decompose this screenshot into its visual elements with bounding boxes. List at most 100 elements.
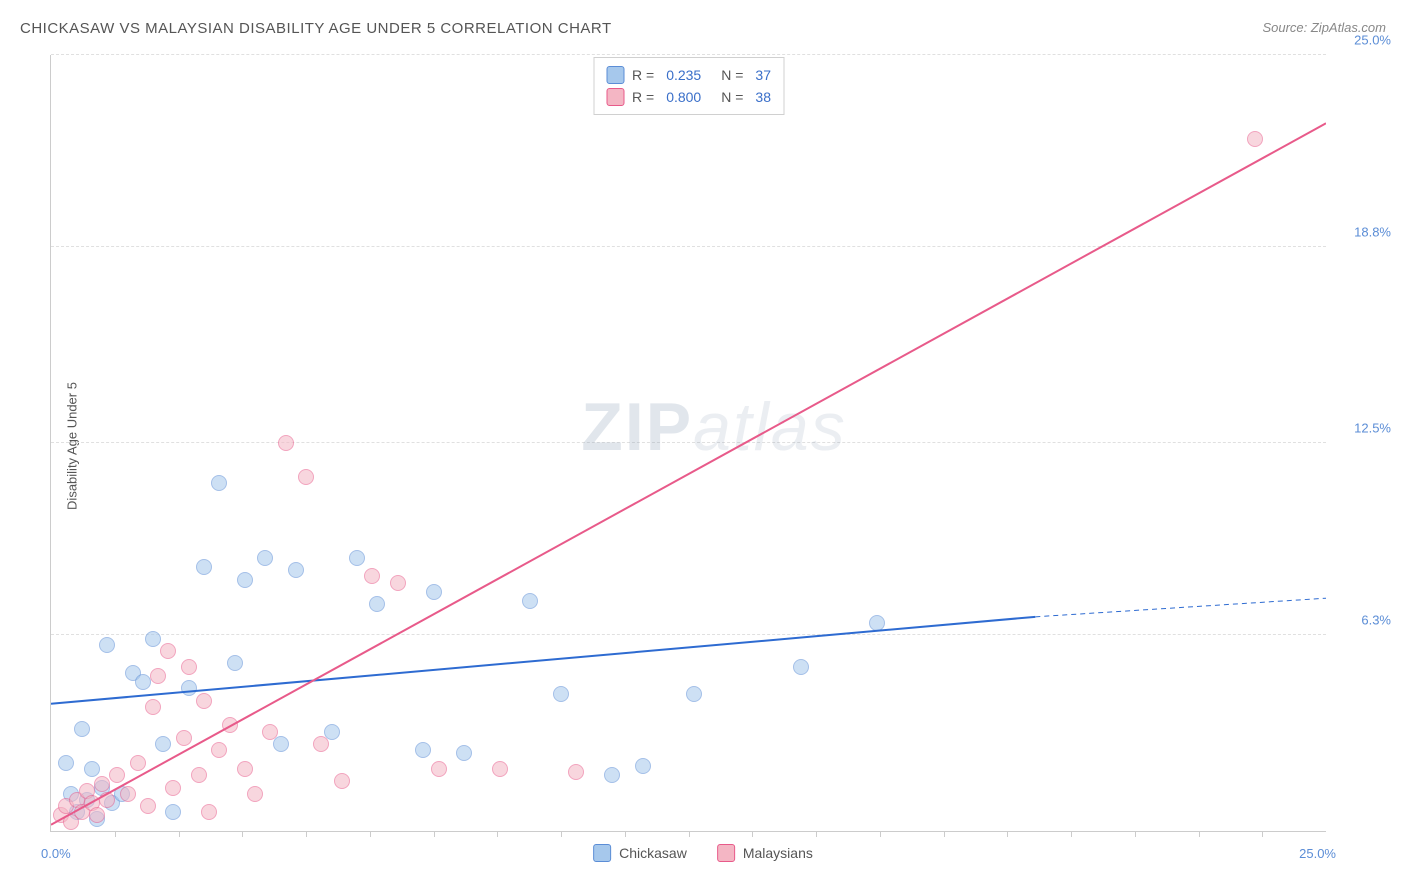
data-point <box>568 764 584 780</box>
data-point <box>369 596 385 612</box>
x-tick <box>179 831 180 837</box>
data-point <box>313 736 329 752</box>
watermark-atlas: atlas <box>693 389 847 465</box>
trend-lines-layer <box>51 55 1326 831</box>
data-point <box>191 767 207 783</box>
data-point <box>364 568 380 584</box>
y-tick-label: 6.3% <box>1361 613 1391 628</box>
data-point <box>196 559 212 575</box>
x-tick <box>944 831 945 837</box>
grid-line <box>51 634 1326 635</box>
data-point <box>415 742 431 758</box>
data-point <box>273 736 289 752</box>
data-point <box>135 674 151 690</box>
data-point <box>227 655 243 671</box>
legend-series: Chickasaw Malaysians <box>593 844 813 862</box>
data-point <box>109 767 125 783</box>
data-point <box>237 761 253 777</box>
x-tick <box>752 831 753 837</box>
data-point <box>492 761 508 777</box>
stat-r-value-1: 0.800 <box>666 89 701 105</box>
data-point <box>278 435 294 451</box>
legend-swatch-malaysians <box>717 844 735 862</box>
trend-line <box>1035 598 1326 617</box>
data-point <box>288 562 304 578</box>
x-tick <box>1071 831 1072 837</box>
stat-r-value-0: 0.235 <box>666 67 701 83</box>
data-point <box>176 730 192 746</box>
y-tick-label: 12.5% <box>1354 421 1391 436</box>
data-point <box>150 668 166 684</box>
data-point <box>686 686 702 702</box>
data-point <box>155 736 171 752</box>
watermark: ZIPatlas <box>581 388 846 466</box>
data-point <box>1247 131 1263 147</box>
data-point <box>145 699 161 715</box>
legend-swatch-1 <box>606 88 624 106</box>
data-point <box>89 807 105 823</box>
legend-swatch-chickasaw <box>593 844 611 862</box>
x-tick <box>880 831 881 837</box>
data-point <box>99 792 115 808</box>
x-tick <box>561 831 562 837</box>
data-point <box>140 798 156 814</box>
data-point <box>120 786 136 802</box>
stat-n-label-0: N = <box>721 67 743 83</box>
x-tick <box>497 831 498 837</box>
x-tick-min: 0.0% <box>41 846 71 861</box>
data-point <box>298 469 314 485</box>
data-point <box>196 693 212 709</box>
data-point <box>94 776 110 792</box>
legend-swatch-0 <box>606 66 624 84</box>
data-point <box>522 593 538 609</box>
data-point <box>390 575 406 591</box>
x-tick <box>1007 831 1008 837</box>
data-point <box>58 755 74 771</box>
stat-n-label-1: N = <box>721 89 743 105</box>
data-point <box>160 643 176 659</box>
x-tick <box>434 831 435 837</box>
x-tick <box>689 831 690 837</box>
data-point <box>145 631 161 647</box>
chart-title: CHICKASAW VS MALAYSIAN DISABILITY AGE UN… <box>20 20 612 37</box>
grid-line <box>51 246 1326 247</box>
stat-n-value-0: 37 <box>755 67 771 83</box>
data-point <box>869 615 885 631</box>
data-point <box>130 755 146 771</box>
x-tick <box>370 831 371 837</box>
trend-line <box>51 617 1035 704</box>
chart-container: CHICKASAW VS MALAYSIAN DISABILITY AGE UN… <box>0 0 1406 892</box>
watermark-zip: ZIP <box>581 389 693 465</box>
legend-item-1: Malaysians <box>717 844 813 862</box>
x-tick <box>306 831 307 837</box>
data-point <box>99 637 115 653</box>
source-label: Source: <box>1262 20 1310 35</box>
data-point <box>793 659 809 675</box>
trend-line <box>51 123 1326 825</box>
legend-stats-row-1: R = 0.800 N = 38 <box>606 86 771 108</box>
x-tick <box>1135 831 1136 837</box>
data-point <box>74 721 90 737</box>
legend-stats-row-0: R = 0.235 N = 37 <box>606 64 771 86</box>
x-tick <box>1262 831 1263 837</box>
data-point <box>247 786 263 802</box>
data-point <box>181 659 197 675</box>
data-point <box>553 686 569 702</box>
data-point <box>257 550 273 566</box>
x-tick-max: 25.0% <box>1299 846 1336 861</box>
data-point <box>201 804 217 820</box>
data-point <box>211 475 227 491</box>
x-tick <box>1199 831 1200 837</box>
data-point <box>84 761 100 777</box>
legend-stats: R = 0.235 N = 37 R = 0.800 N = 38 <box>593 57 784 115</box>
legend-label-0: Chickasaw <box>619 845 687 861</box>
legend-item-0: Chickasaw <box>593 844 687 862</box>
data-point <box>165 804 181 820</box>
data-point <box>211 742 227 758</box>
data-point <box>181 680 197 696</box>
y-tick-label: 25.0% <box>1354 33 1391 48</box>
x-tick <box>242 831 243 837</box>
x-tick <box>115 831 116 837</box>
data-point <box>237 572 253 588</box>
data-point <box>426 584 442 600</box>
